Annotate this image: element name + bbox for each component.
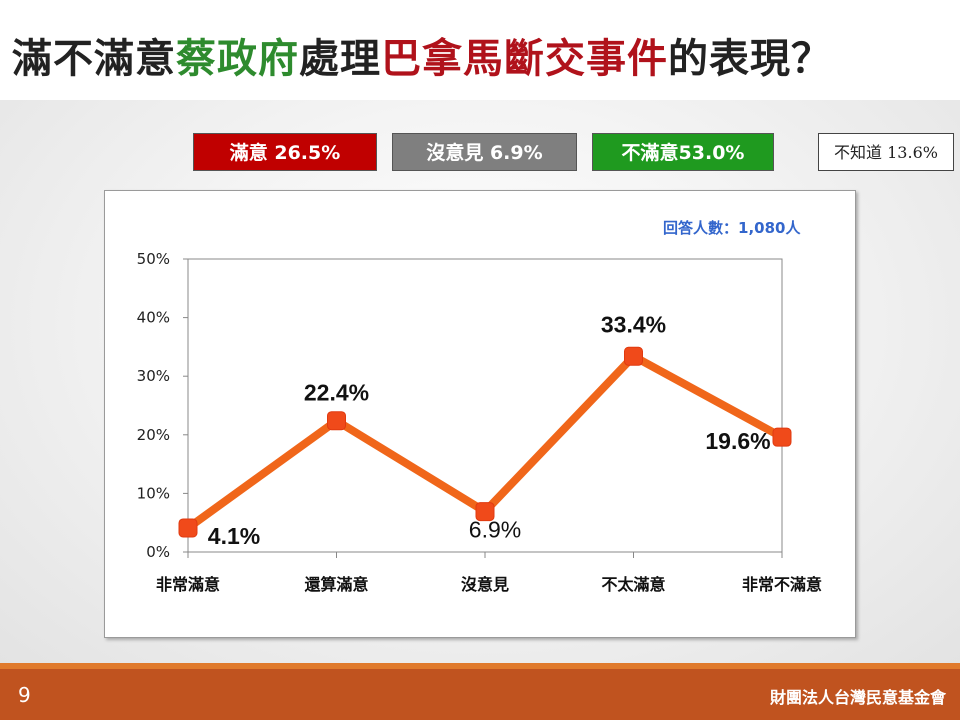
page-number: 9: [18, 683, 31, 707]
title-part-1: 滿不滿意: [12, 36, 176, 82]
data-point: [772, 427, 792, 447]
data-point: [475, 502, 495, 522]
summary-no-opinion: 沒意見 6.9%: [392, 133, 577, 171]
data-label: 6.9%: [469, 517, 521, 543]
title-part-government: 蔡政府: [176, 36, 299, 82]
x-category-label: 還算滿意: [304, 575, 368, 594]
data-label: 4.1%: [208, 523, 260, 549]
x-category-label: 沒意見: [461, 575, 509, 594]
x-category-label: 不太滿意: [601, 575, 665, 594]
y-tick-label: 50%: [137, 250, 170, 268]
data-point: [624, 346, 643, 366]
title-part-5: 的表現？: [668, 36, 832, 82]
chart-frame: [104, 190, 856, 638]
y-tick-label: 10%: [137, 484, 170, 502]
data-point: [178, 518, 198, 538]
footer-accent-line: [0, 663, 960, 669]
page-title: 滿不滿意蔡政府處理巴拿馬斷交事件的表現？: [12, 26, 832, 84]
y-tick-label: 0%: [146, 543, 170, 561]
summary-dont-know: 不知道 13.6%: [818, 133, 954, 171]
data-label: 22.4%: [304, 380, 369, 406]
data-label: 33.4%: [601, 311, 666, 337]
y-tick-label: 40%: [137, 309, 170, 327]
y-tick-label: 20%: [137, 426, 170, 444]
footer-bar: [0, 663, 960, 720]
summary-dissatisfied: 不滿意53.0%: [592, 133, 774, 171]
title-part-3: 處理: [299, 36, 381, 82]
title-part-event: 巴拿馬斷交事件: [381, 36, 668, 82]
organization-name: 財團法人台灣民意基金會: [769, 688, 946, 707]
x-category-label: 非常不滿意: [742, 575, 822, 594]
data-label: 19.6%: [705, 428, 770, 454]
y-tick-label: 30%: [137, 367, 170, 385]
data-point: [327, 411, 346, 431]
summary-satisfied: 滿意 26.5%: [193, 133, 377, 171]
respondent-count: 回答人數：1,080人: [663, 219, 801, 237]
x-category-label: 非常滿意: [156, 575, 220, 594]
title-band: [0, 0, 960, 100]
